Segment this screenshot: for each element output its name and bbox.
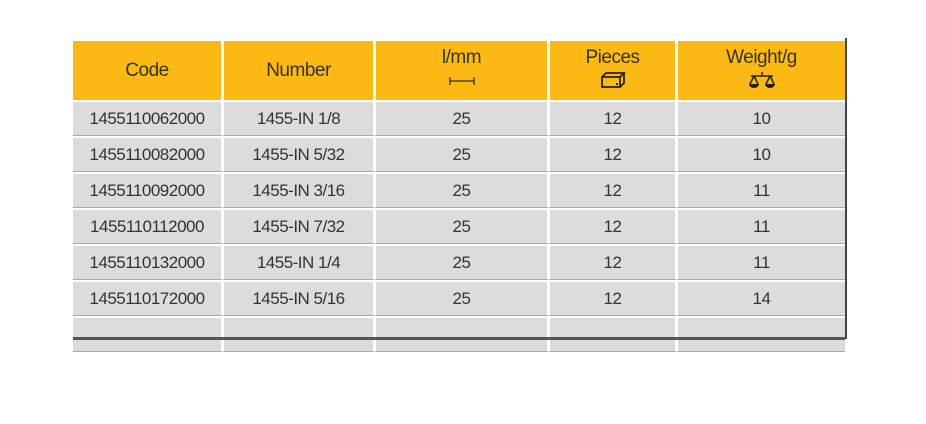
header-code: Code [73, 41, 224, 100]
table-cell: 1455110062000 [73, 102, 224, 136]
product-table: Code Number l/mm Pieces Weight/g 1455110… [73, 41, 845, 352]
table-cell: 1455-IN 5/32 [224, 138, 376, 172]
table-cell: 1455-IN 1/4 [224, 246, 376, 280]
table-cell [73, 318, 224, 352]
header-number: Number [224, 41, 376, 100]
table-bottom-border [73, 337, 845, 340]
table-cell: 25 [376, 246, 550, 280]
header-weight: Weight/g [678, 41, 845, 100]
table-cell: 11 [678, 210, 845, 244]
table-cell: 1455-IN 7/32 [224, 210, 376, 244]
header-label: Pieces [585, 47, 640, 68]
table-cell [550, 318, 678, 352]
table-row: 1455110092000 1455-IN 3/16 25 12 11 [73, 172, 845, 208]
table-cell: 11 [678, 174, 845, 208]
table-cell: 12 [550, 138, 678, 172]
table-row [73, 316, 845, 352]
header-label: Weight/g [726, 47, 797, 68]
table-cell: 1455110112000 [73, 210, 224, 244]
table-header: Code Number l/mm Pieces Weight/g [73, 41, 845, 100]
header-label: l/mm [441, 47, 482, 68]
table-cell: 1455110132000 [73, 246, 224, 280]
table-cell: 25 [376, 138, 550, 172]
table-cell: 1455-IN 3/16 [224, 174, 376, 208]
table-cell: 1455110092000 [73, 174, 224, 208]
table-cell: 12 [550, 102, 678, 136]
header-pieces: Pieces [550, 41, 678, 100]
table-row: 1455110112000 1455-IN 7/32 25 12 11 [73, 208, 845, 244]
length-dimension-icon [448, 77, 475, 85]
header-label: Code [125, 59, 169, 81]
table-row: 1455110132000 1455-IN 1/4 25 12 11 [73, 244, 845, 280]
box-icon [600, 72, 626, 88]
table-cell: 10 [678, 138, 845, 172]
table-cell [224, 318, 376, 352]
header-label: Number [266, 59, 331, 81]
header-length: l/mm [376, 41, 550, 100]
table-cell [376, 318, 550, 352]
table-cell: 25 [376, 102, 550, 136]
table-cell: 1455-IN 1/8 [224, 102, 376, 136]
table-cell: 12 [550, 246, 678, 280]
table-cell: 1455110082000 [73, 138, 224, 172]
table-cell: 1455-IN 5/16 [224, 282, 376, 316]
table-cell: 10 [678, 102, 845, 136]
table-cell: 1455110172000 [73, 282, 224, 316]
table-cell: 25 [376, 174, 550, 208]
table-cell: 12 [550, 282, 678, 316]
table-row: 1455110172000 1455-IN 5/16 25 12 14 [73, 280, 845, 316]
table-row: 1455110062000 1455-IN 1/8 25 12 10 [73, 100, 845, 136]
table-body: 1455110062000 1455-IN 1/8 25 12 10 1455110082… [73, 100, 845, 352]
table-cell: 11 [678, 246, 845, 280]
table-row: 1455110082000 1455-IN 5/32 25 12 10 [73, 136, 845, 172]
table-cell: 25 [376, 282, 550, 316]
table-right-border [845, 38, 847, 339]
table-cell: 25 [376, 210, 550, 244]
table-cell: 12 [550, 174, 678, 208]
table-cell: 12 [550, 210, 678, 244]
table-cell [678, 318, 845, 352]
scale-icon [748, 72, 775, 88]
table-cell: 14 [678, 282, 845, 316]
